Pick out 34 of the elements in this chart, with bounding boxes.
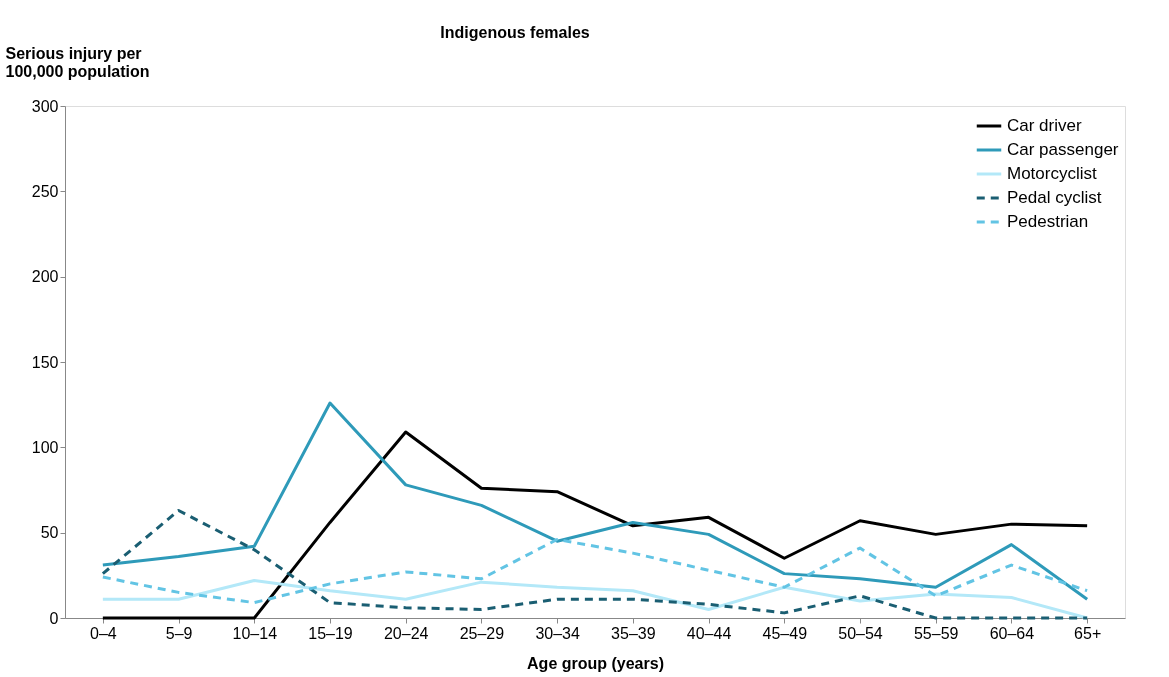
line-series	[101, 537, 1089, 605]
y-tick-label: 150	[31, 353, 59, 371]
x-tick-label: 50–54	[838, 624, 883, 642]
y-tick-label: 0	[49, 609, 59, 627]
line-series	[101, 508, 1089, 620]
x-tick-label: 65+	[1074, 624, 1102, 642]
line-series	[101, 401, 1089, 601]
x-tick-label: 10–14	[232, 624, 278, 642]
chart-title: Indigenous females	[440, 24, 590, 41]
x-tick-label: 25–29	[459, 624, 505, 642]
line-series	[101, 578, 1089, 620]
y-tick-label: 250	[31, 182, 59, 200]
x-tick-label: 0–4	[90, 624, 117, 642]
x-tick-label: 20–24	[383, 624, 429, 642]
x-axis-title: Age group (years)	[527, 654, 664, 672]
legend-label: Car driver	[1007, 116, 1082, 135]
legend-label: Pedal cyclist	[1007, 188, 1102, 207]
x-tick-label: 45–49	[762, 624, 808, 642]
x-tick-label: 5–9	[165, 624, 193, 642]
x-tick-label: 30–34	[535, 624, 580, 642]
x-tick-label: 15–19	[308, 624, 353, 642]
x-tick-label: 55–59	[913, 624, 959, 642]
y-tick-label: 200	[31, 268, 59, 286]
line-series	[101, 430, 1089, 620]
y-tick-label: 300	[31, 97, 59, 115]
y-tick-label: 100	[31, 438, 59, 456]
legend-label: Car passenger	[1007, 140, 1119, 159]
x-tick-label: 60–64	[989, 624, 1035, 642]
x-tick-label: 35–39	[611, 624, 656, 642]
legend-label: Pedestrian	[1007, 212, 1089, 231]
legend-label: Motorcyclist	[1007, 164, 1098, 183]
x-tick-label: 40–44	[686, 624, 732, 642]
y-tick-label: 50	[40, 524, 59, 542]
y-axis-title: Serious injury per 100,000 population	[5, 44, 150, 80]
